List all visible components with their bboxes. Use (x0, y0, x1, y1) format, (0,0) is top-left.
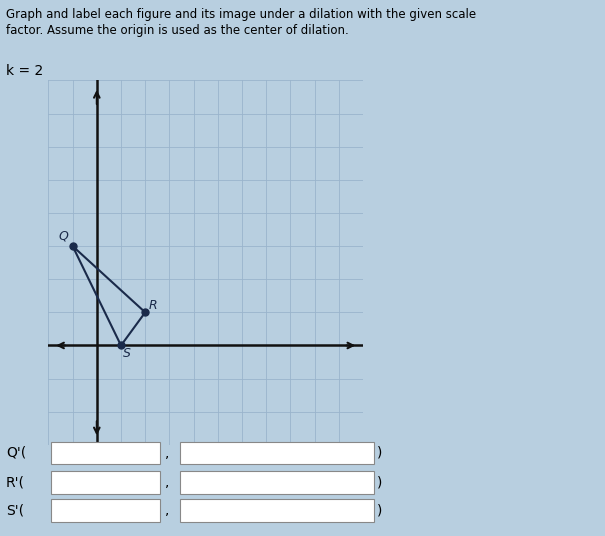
Text: Q'(: Q'( (6, 446, 26, 460)
Text: ): ) (377, 446, 382, 460)
Text: S'(: S'( (6, 503, 24, 517)
Text: k = 2: k = 2 (6, 64, 44, 78)
Text: ,: , (165, 503, 169, 517)
Text: ): ) (377, 475, 382, 489)
Text: S: S (123, 347, 131, 360)
Text: Graph and label each figure and its image under a dilation with the given scale: Graph and label each figure and its imag… (6, 8, 476, 21)
Text: ): ) (377, 503, 382, 517)
Text: R'(: R'( (6, 475, 25, 489)
Text: factor. Assume the origin is used as the center of dilation.: factor. Assume the origin is used as the… (6, 24, 349, 37)
Text: Q: Q (58, 229, 68, 242)
Text: ,: , (165, 446, 169, 460)
Text: R: R (149, 299, 157, 312)
Text: ,: , (165, 475, 169, 489)
